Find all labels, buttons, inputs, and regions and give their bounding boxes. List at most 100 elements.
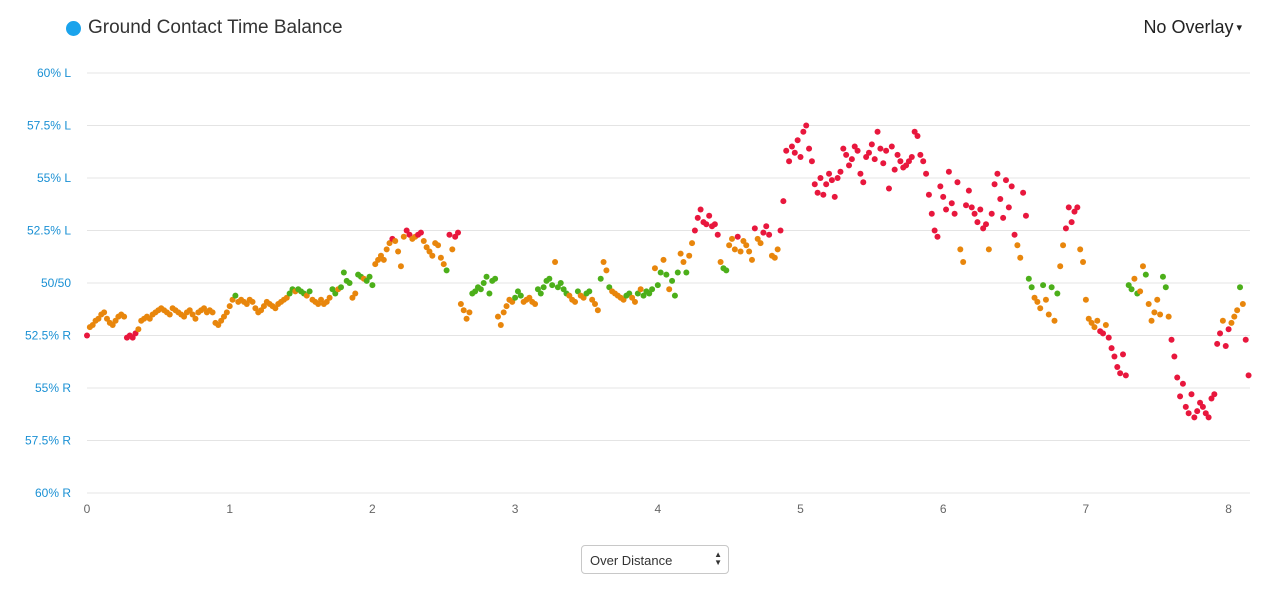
data-point [846, 162, 853, 169]
data-point [691, 227, 698, 234]
data-point [435, 242, 442, 249]
data-point [329, 286, 336, 293]
data-point [1031, 294, 1038, 301]
data-point [1231, 313, 1238, 320]
data-point [554, 284, 561, 291]
x-tick-label: 6 [940, 502, 947, 516]
data-point [1217, 330, 1224, 337]
data-point [634, 290, 641, 297]
data-point [509, 298, 516, 305]
data-point [726, 242, 733, 249]
data-point [346, 280, 353, 286]
data-point [497, 322, 504, 328]
data-point [640, 292, 647, 299]
x-tick-label: 8 [1225, 502, 1232, 516]
data-point [315, 301, 322, 307]
data-point [375, 256, 382, 263]
data-point [791, 149, 798, 156]
data-point [1122, 372, 1129, 379]
data-point [808, 158, 815, 165]
data-point [440, 261, 447, 268]
mode-select[interactable]: Over Distance ▲ ▼ [581, 545, 729, 574]
data-point [1191, 414, 1198, 421]
data-point [1128, 286, 1135, 293]
data-point [512, 294, 519, 301]
data-point [783, 147, 790, 154]
data-point [101, 309, 108, 316]
data-point [848, 156, 855, 163]
data-point [109, 322, 116, 328]
data-point [948, 200, 955, 207]
data-point [714, 231, 721, 238]
data-point [338, 284, 345, 291]
data-point [1159, 273, 1166, 280]
data-point [1222, 343, 1229, 349]
data-point [877, 145, 884, 152]
data-point [546, 275, 553, 282]
data-point [443, 267, 450, 274]
data-point [837, 168, 844, 175]
data-point [323, 298, 330, 305]
data-point [466, 309, 473, 316]
data-point [631, 298, 638, 305]
data-point [920, 158, 927, 165]
y-tick-label: 60% R [35, 486, 71, 500]
data-point [1071, 208, 1078, 215]
data-point [923, 170, 930, 177]
data-point [1037, 305, 1044, 312]
data-point [706, 212, 713, 219]
overlay-dropdown[interactable]: No Overlay ▾ [1143, 17, 1242, 38]
data-point [1168, 336, 1175, 343]
data-point [871, 156, 878, 163]
data-point [1022, 212, 1029, 219]
data-point [1162, 284, 1169, 291]
data-point [549, 282, 556, 289]
data-point [1042, 296, 1049, 303]
data-point [1017, 254, 1024, 261]
data-point [840, 145, 847, 152]
data-point [1139, 263, 1146, 270]
data-point [885, 185, 892, 192]
data-point [937, 183, 944, 190]
data-point [463, 315, 470, 322]
data-point [1211, 391, 1218, 398]
data-point [1082, 296, 1089, 303]
data-point [703, 221, 710, 228]
data-point [766, 231, 773, 238]
data-point [437, 254, 444, 261]
data-point [865, 149, 872, 156]
data-point [723, 267, 730, 274]
data-point [209, 309, 216, 316]
data-point [897, 158, 904, 165]
data-point [1011, 231, 1018, 238]
legend-dot-icon[interactable] [66, 21, 81, 36]
data-point [734, 233, 741, 240]
y-tick-label: 57.5% R [25, 434, 71, 448]
data-point [369, 282, 376, 289]
data-point [532, 301, 539, 307]
data-point [189, 311, 196, 318]
data-point [232, 292, 239, 299]
data-point [1199, 403, 1206, 410]
data-point [383, 246, 390, 253]
data-point [386, 240, 393, 247]
mode-select-label: Over Distance [590, 553, 673, 568]
data-point [637, 286, 644, 293]
data-point [340, 269, 347, 276]
x-tick-label: 4 [654, 502, 661, 516]
data-point [811, 181, 818, 188]
data-point [820, 191, 827, 198]
data-point [1080, 259, 1087, 265]
data-point [771, 254, 778, 261]
data-point [349, 294, 356, 301]
data-point [1145, 301, 1152, 307]
data-point [754, 235, 761, 242]
data-point [1177, 393, 1184, 400]
data-point [654, 282, 661, 289]
data-point [851, 143, 858, 150]
data-point [392, 238, 399, 244]
data-point [800, 128, 807, 135]
data-point [1142, 271, 1149, 278]
data-point [1088, 319, 1095, 326]
data-point [426, 248, 433, 255]
